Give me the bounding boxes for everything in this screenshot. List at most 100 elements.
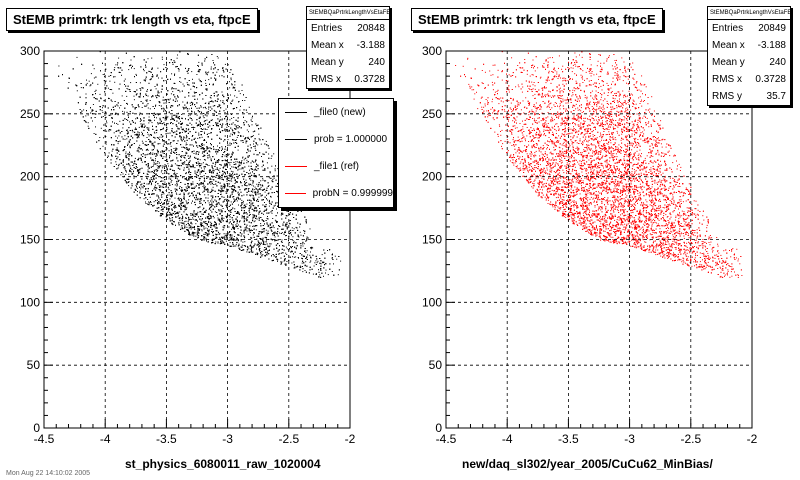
left-scatter-point	[117, 137, 118, 139]
left-scatter-point	[274, 240, 276, 242]
left-scatter-point	[258, 133, 260, 135]
left-scatter-point	[238, 193, 240, 195]
left-scatter-point	[197, 197, 199, 199]
left-scatter-point	[283, 260, 285, 262]
left-scatter-point	[266, 234, 268, 236]
left-scatter-point	[277, 168, 279, 170]
left-scatter-point	[251, 184, 253, 186]
left-scatter-point	[325, 269, 327, 271]
left-scatter-point	[229, 123, 231, 125]
left-scatter-point	[147, 144, 149, 146]
left-scatter-point	[282, 225, 284, 226]
left-scatter-point	[280, 241, 282, 242]
left-scatter-point	[249, 207, 251, 209]
left-scatter-point	[152, 142, 154, 144]
left-scatter-point	[133, 161, 135, 163]
left-scatter-point	[318, 269, 319, 271]
left-scatter-point	[118, 57, 120, 59]
left-scatter-point	[190, 174, 192, 176]
left-scatter-point	[179, 91, 181, 93]
left-scatter-point	[236, 139, 237, 141]
left-scatter-point	[108, 152, 110, 154]
left-scatter-point	[226, 207, 228, 208]
left-scatter-point	[172, 165, 173, 167]
left-scatter-point	[320, 263, 322, 265]
left-scatter-point	[200, 222, 202, 224]
left-scatter-point	[269, 243, 271, 245]
left-scatter-point	[259, 238, 261, 239]
left-scatter-point	[149, 108, 151, 110]
left-scatter-point	[141, 131, 143, 133]
left-scatter-point	[160, 194, 162, 196]
left-scatter-point	[306, 250, 308, 252]
left-scatter-point	[125, 151, 127, 153]
left-scatter-point	[246, 251, 248, 253]
left-scatter-point	[259, 231, 261, 233]
left-scatter-point	[155, 130, 157, 131]
left-scatter-point	[241, 199, 243, 201]
left-scatter-point	[187, 129, 189, 131]
left-scatter-point	[223, 185, 225, 187]
left-scatter-point	[237, 181, 238, 183]
left-scatter-point	[239, 109, 241, 111]
left-scatter-point	[231, 228, 233, 230]
left-scatter-point	[221, 148, 223, 150]
left-scatter-point	[186, 82, 188, 84]
left-scatter-point	[200, 219, 202, 221]
left-scatter-point	[195, 197, 197, 199]
left-scatter-point	[164, 116, 166, 118]
left-scatter-point	[185, 186, 187, 188]
left-scatter-point	[248, 131, 249, 133]
left-scatter-point	[180, 138, 182, 140]
left-scatter-point	[209, 169, 211, 171]
left-scatter-point	[314, 262, 316, 264]
left-scatter-point	[137, 118, 139, 119]
left-scatter-point	[229, 214, 231, 215]
left-scatter-point	[154, 119, 155, 121]
left-scatter-point	[158, 105, 160, 106]
left-scatter-point	[205, 227, 207, 229]
left-scatter-point	[162, 184, 164, 186]
left-scatter-point	[180, 157, 182, 158]
left-scatter-point	[124, 84, 125, 85]
left-scatter-point	[170, 93, 172, 95]
left-scatter-point	[238, 194, 240, 196]
left-scatter-point	[212, 176, 214, 178]
left-scatter-point	[220, 242, 222, 244]
left-scatter-point	[89, 85, 91, 87]
left-scatter-point	[161, 169, 163, 171]
left-scatter-point	[166, 148, 168, 150]
left-scatter-point	[132, 172, 134, 174]
left-scatter-point	[159, 136, 161, 138]
left-scatter-point	[168, 178, 170, 180]
left-scatter-point	[151, 122, 153, 124]
left-scatter-point	[232, 166, 234, 168]
left-scatter-point	[117, 64, 118, 66]
left-scatter-point	[243, 232, 245, 234]
left-scatter-point	[327, 274, 329, 276]
left-scatter-point	[202, 125, 203, 126]
left-scatter-point	[190, 88, 192, 90]
left-scatter-point	[274, 236, 276, 238]
left-scatter-point	[166, 172, 168, 174]
left-scatter-point	[141, 134, 143, 136]
left-scatter-point	[209, 182, 211, 184]
left-scatter-point	[280, 261, 282, 263]
left-scatter-point	[166, 204, 168, 206]
left-scatter-point	[269, 199, 270, 201]
left-scatter-point	[76, 90, 78, 92]
left-scatter-point	[104, 84, 106, 86]
left-scatter-point	[242, 157, 244, 159]
left-scatter-point	[168, 183, 170, 185]
left-scatter-point	[221, 195, 223, 197]
left-scatter-point	[157, 123, 159, 125]
left-scatter-point	[190, 219, 192, 220]
left-scatter-point	[217, 219, 219, 221]
left-scatter-point	[205, 79, 206, 81]
left-scatter-point	[101, 110, 103, 112]
left-scatter-point	[228, 232, 230, 233]
left-scatter-point	[197, 65, 199, 66]
left-scatter-point	[201, 136, 203, 138]
left-scatter-point	[187, 149, 188, 151]
left-scatter-point	[253, 216, 255, 218]
